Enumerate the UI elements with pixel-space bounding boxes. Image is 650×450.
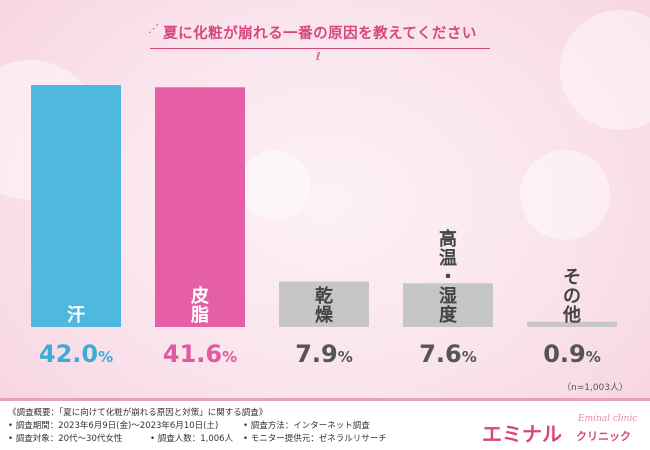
sample-size-note: （n=1,003人） <box>561 383 628 393</box>
footer: 《調査概要：「夏に向けて化粧が崩れる原因と対策」に関する調査》 • 調査期間：2… <box>0 398 650 450</box>
bar <box>155 87 245 327</box>
bar <box>279 281 369 327</box>
chart-title-box: ⋰ 夏に化粧が崩れる一番の原因を教えてください ℓ <box>140 18 500 63</box>
sparkle-icon: ⋰ <box>148 22 159 35</box>
survey-period: • 調査期間：2023年6月9日(金)〜2023年6月10日(土) <box>8 421 219 431</box>
bar <box>527 321 617 327</box>
value-label: 41.6% <box>163 340 237 368</box>
value-label: 7.9% <box>295 340 353 368</box>
footer-rule <box>0 398 650 401</box>
title-underline <box>150 48 490 49</box>
bokeh-decoration <box>560 10 650 130</box>
brand-sub: クリニック <box>576 430 631 443</box>
survey-target: • 調査対象：20代〜30代女性 <box>8 434 123 444</box>
bar <box>403 283 493 327</box>
brand-name: エミナル <box>482 422 562 446</box>
category-label: その他 <box>562 267 581 326</box>
ribbon-icon: ℓ <box>316 50 321 63</box>
chart-title: 夏に化粧が崩れる一番の原因を教えてください <box>163 26 477 42</box>
survey-count: • 調査人数：1,006人 <box>150 434 234 444</box>
value-label: 0.9% <box>543 340 601 368</box>
value-label: 42.0% <box>39 340 113 368</box>
survey-provider: • モニター提供元：ゼネラルリサーチ <box>243 434 387 444</box>
bar <box>31 85 121 327</box>
category-label: 高温・湿度 <box>439 228 458 326</box>
brand-logo: Eminal clinic エミナル クリニック <box>482 412 642 446</box>
value-label: 7.6% <box>419 340 477 368</box>
category-label: 皮脂 <box>191 285 209 326</box>
survey-method: • 調査方法：インターネット調査 <box>243 421 370 431</box>
category-label: 汗 <box>67 304 85 326</box>
bar-chart: 汗 42.0% 皮脂 41.6% 乾燥 7.9% 高温・湿度 7.6% その他 0.9% <box>31 85 617 368</box>
bokeh-decoration <box>520 150 610 240</box>
brand-script: Eminal clinic <box>578 414 638 424</box>
survey-overview: 《調査概要：「夏に向けて化粧が崩れる原因と対策」に関する調査》 <box>8 408 268 418</box>
bokeh-decoration <box>240 150 310 220</box>
category-label: 乾燥 <box>315 285 334 326</box>
